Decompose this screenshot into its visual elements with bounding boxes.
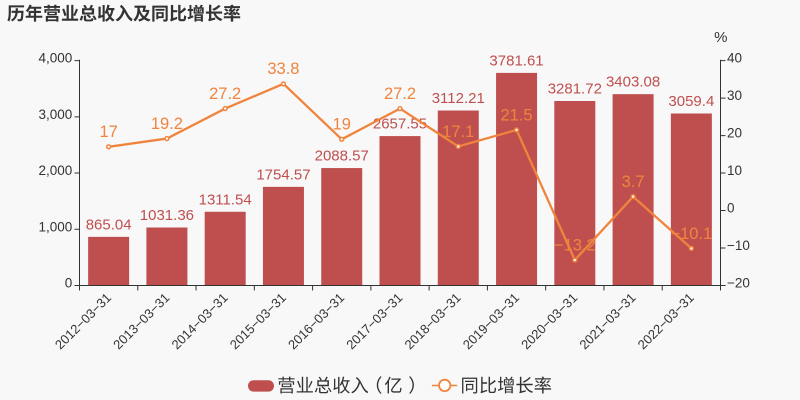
svg-text:0: 0	[727, 201, 735, 216]
svg-text:2657.55: 2657.55	[373, 116, 427, 133]
svg-text:%: %	[714, 29, 727, 46]
svg-text:19.2: 19.2	[151, 115, 183, 133]
svg-text:20: 20	[727, 126, 742, 141]
svg-text:3,000: 3,000	[39, 107, 73, 122]
svg-text:27.2: 27.2	[384, 85, 416, 103]
svg-text:−10.1: −10.1	[670, 225, 712, 243]
svg-text:1031.36: 1031.36	[140, 207, 194, 224]
svg-text:3281.72: 3281.72	[548, 80, 602, 97]
svg-text:2,000: 2,000	[39, 163, 73, 178]
svg-text:27.2: 27.2	[209, 85, 241, 103]
svg-text:1311.54: 1311.54	[199, 191, 252, 208]
svg-text:865.04: 865.04	[86, 216, 132, 233]
svg-text:30: 30	[727, 88, 742, 103]
svg-text:40: 40	[727, 51, 742, 66]
svg-text:17: 17	[99, 123, 117, 141]
svg-text:21.5: 21.5	[500, 106, 532, 124]
svg-text:−20: −20	[727, 276, 750, 291]
svg-text:10: 10	[727, 163, 742, 178]
svg-text:17.1: 17.1	[442, 123, 474, 141]
svg-text:1754.57: 1754.57	[256, 166, 310, 183]
svg-text:3781.61: 3781.61	[489, 52, 543, 69]
svg-text:3059.4: 3059.4	[668, 93, 714, 110]
svg-text:3403.08: 3403.08	[606, 74, 660, 91]
svg-text:1,000: 1,000	[39, 219, 73, 234]
svg-text:3112.21: 3112.21	[432, 90, 485, 107]
svg-text:33.8: 33.8	[267, 60, 299, 78]
svg-text:−10: −10	[727, 238, 750, 253]
svg-text:0: 0	[65, 276, 73, 291]
svg-text:3.7: 3.7	[622, 173, 645, 191]
svg-text:19: 19	[333, 116, 351, 134]
svg-text:−13.2: −13.2	[554, 236, 596, 254]
svg-text:4,000: 4,000	[39, 51, 73, 66]
svg-text:2088.57: 2088.57	[315, 148, 369, 165]
